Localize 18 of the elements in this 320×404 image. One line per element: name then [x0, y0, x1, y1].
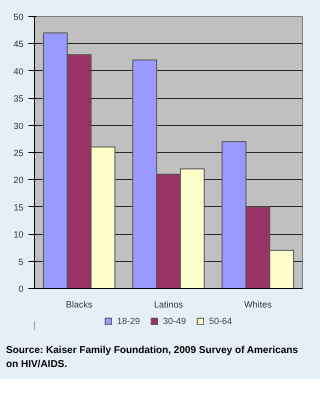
legend-label: 30-49	[162, 316, 186, 326]
y-tick-label: 35	[13, 94, 24, 104]
legend-label: 50-64	[209, 316, 232, 326]
y-tick-label: 25	[13, 148, 24, 158]
y-tick-label: 10	[13, 230, 24, 240]
y-tick-label: 50	[13, 12, 24, 22]
y-tick-label: 45	[13, 39, 24, 50]
y-tick-label: 20	[13, 175, 24, 186]
x-tick-label: Blacks	[66, 300, 93, 310]
y-tick-label: 40	[13, 66, 24, 76]
x-tick-label: Latinos	[154, 300, 184, 310]
legend-label: 18-29	[116, 316, 140, 326]
x-tick-label: Whites	[244, 300, 272, 310]
y-tick-label: 0	[18, 284, 24, 294]
y-tick-label: 30	[13, 120, 24, 131]
source-note: Source: Kaiser Family Foundation, 2009 Survey of Americans on HIV/AIDS.	[6, 344, 299, 372]
y-tick-label: 5	[18, 256, 24, 267]
y-tick-label: 15	[13, 202, 24, 212]
